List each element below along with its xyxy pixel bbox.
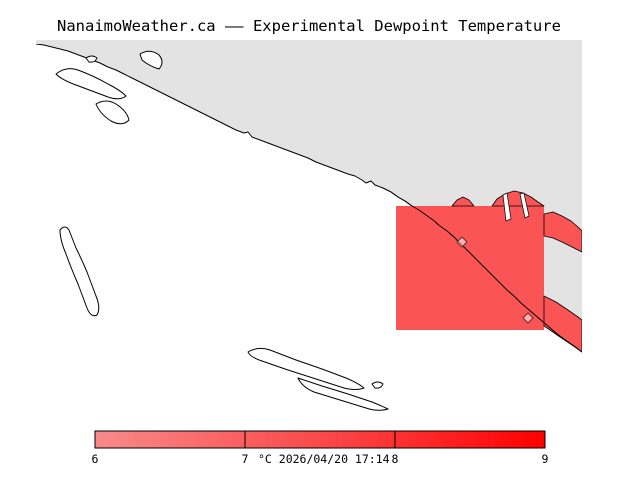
- island-outline: [85, 55, 98, 63]
- station-marker: [456, 236, 468, 248]
- map-title: NanaimoWeather.ca —— Experimental Dewpoi…: [57, 17, 561, 35]
- coastline-over-overlay: [390, 191, 582, 353]
- colorbar-tick-3: 9: [542, 452, 549, 466]
- island-outline: [95, 100, 130, 125]
- inlet-channel: [502, 192, 512, 222]
- colorbar-tick-1: 7: [242, 452, 249, 466]
- colorbar-tick-0: 6: [92, 452, 99, 466]
- colorbar: 6 7 8 9 °C 2026/04/20 17:14: [92, 430, 549, 466]
- dewpoint-overlay-rect: [396, 206, 544, 330]
- dewpoint-overlay-coast-patch: [543, 211, 582, 253]
- island-outline: [139, 50, 163, 70]
- island-outline: [247, 347, 365, 390]
- map-area: [36, 40, 582, 411]
- colorbar-tick-2: 8: [392, 452, 399, 466]
- station-marker: [522, 312, 534, 324]
- colorbar-gradient-bar: [94, 430, 546, 449]
- island-outline: [55, 68, 127, 100]
- dewpoint-overlay-coast-patch: [451, 196, 475, 207]
- island-outline: [297, 377, 389, 411]
- island-outline: [59, 226, 100, 317]
- inlet-channel: [519, 192, 530, 219]
- colorbar-unit-timestamp: °C 2026/04/20 17:14: [258, 452, 390, 466]
- island-outline: [371, 381, 384, 389]
- dewpoint-overlay: [390, 190, 582, 353]
- dewpoint-overlay-coast-patch: [543, 295, 582, 353]
